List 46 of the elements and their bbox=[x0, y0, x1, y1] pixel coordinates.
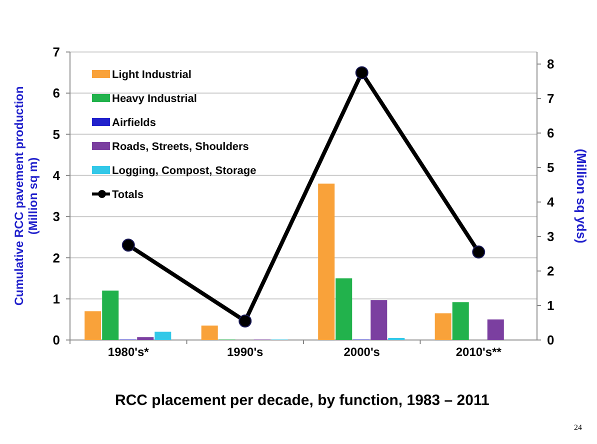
y2-tick-label: 2 bbox=[547, 264, 554, 279]
y-tick-label: 3 bbox=[52, 209, 60, 224]
y2-tick-label: 4 bbox=[547, 194, 555, 210]
x-tick-label: 1990's bbox=[227, 345, 264, 359]
legend-label: Heavy Industrial bbox=[112, 92, 197, 105]
point bbox=[355, 66, 368, 80]
y2-axis-title: (Million sq yds) bbox=[574, 148, 589, 244]
point bbox=[238, 314, 252, 328]
point bbox=[122, 238, 135, 252]
text: 24 bbox=[574, 423, 582, 432]
bar bbox=[201, 326, 218, 340]
y-tick-label: 0 bbox=[52, 332, 60, 348]
y2-tick-label: 7 bbox=[547, 91, 554, 106]
y2-tick-label: 1 bbox=[547, 298, 554, 314]
y-axis-title: Cumulative RCC pavement production (Million sq m) bbox=[12, 86, 40, 306]
bar bbox=[336, 278, 352, 340]
bar bbox=[452, 302, 469, 340]
y-tick-label: 7 bbox=[52, 44, 60, 60]
bar bbox=[137, 337, 154, 340]
x-tick-label: 1980's* bbox=[108, 345, 150, 359]
y2-tick-label: 5 bbox=[547, 160, 554, 176]
y-tick-label: 2 bbox=[52, 250, 60, 266]
bar bbox=[318, 184, 335, 340]
x-tick-label: 2010's** bbox=[456, 345, 502, 359]
y2-tick-label: 0 bbox=[547, 332, 554, 348]
legend-label: Light Industrial bbox=[112, 68, 192, 81]
legend-label: Totals bbox=[112, 188, 144, 201]
bar bbox=[487, 319, 504, 340]
y-tick-label: 1 bbox=[52, 291, 60, 306]
bar bbox=[370, 300, 388, 340]
y-tick-label: 5 bbox=[52, 126, 60, 142]
bar bbox=[102, 290, 119, 340]
bar bbox=[84, 311, 102, 340]
y2-tick-label: 8 bbox=[547, 56, 554, 72]
legend-label: Airfields bbox=[112, 116, 156, 129]
text: RCC placement per decade, by function, 1983 – 2011 bbox=[115, 392, 490, 409]
point bbox=[472, 246, 486, 259]
y-tick-label: 4 bbox=[52, 168, 61, 183]
bar bbox=[154, 332, 172, 340]
legend-label: Logging, Compost, Storage bbox=[112, 164, 256, 177]
bar bbox=[434, 313, 452, 340]
legend-label: Roads, Streets, Shoulders bbox=[112, 140, 249, 153]
y-tick-label: 6 bbox=[52, 86, 60, 101]
y2-tick-label: 6 bbox=[547, 126, 554, 141]
y2-tick-label: 3 bbox=[547, 229, 554, 244]
x-tick-label: 2000's bbox=[344, 345, 380, 359]
